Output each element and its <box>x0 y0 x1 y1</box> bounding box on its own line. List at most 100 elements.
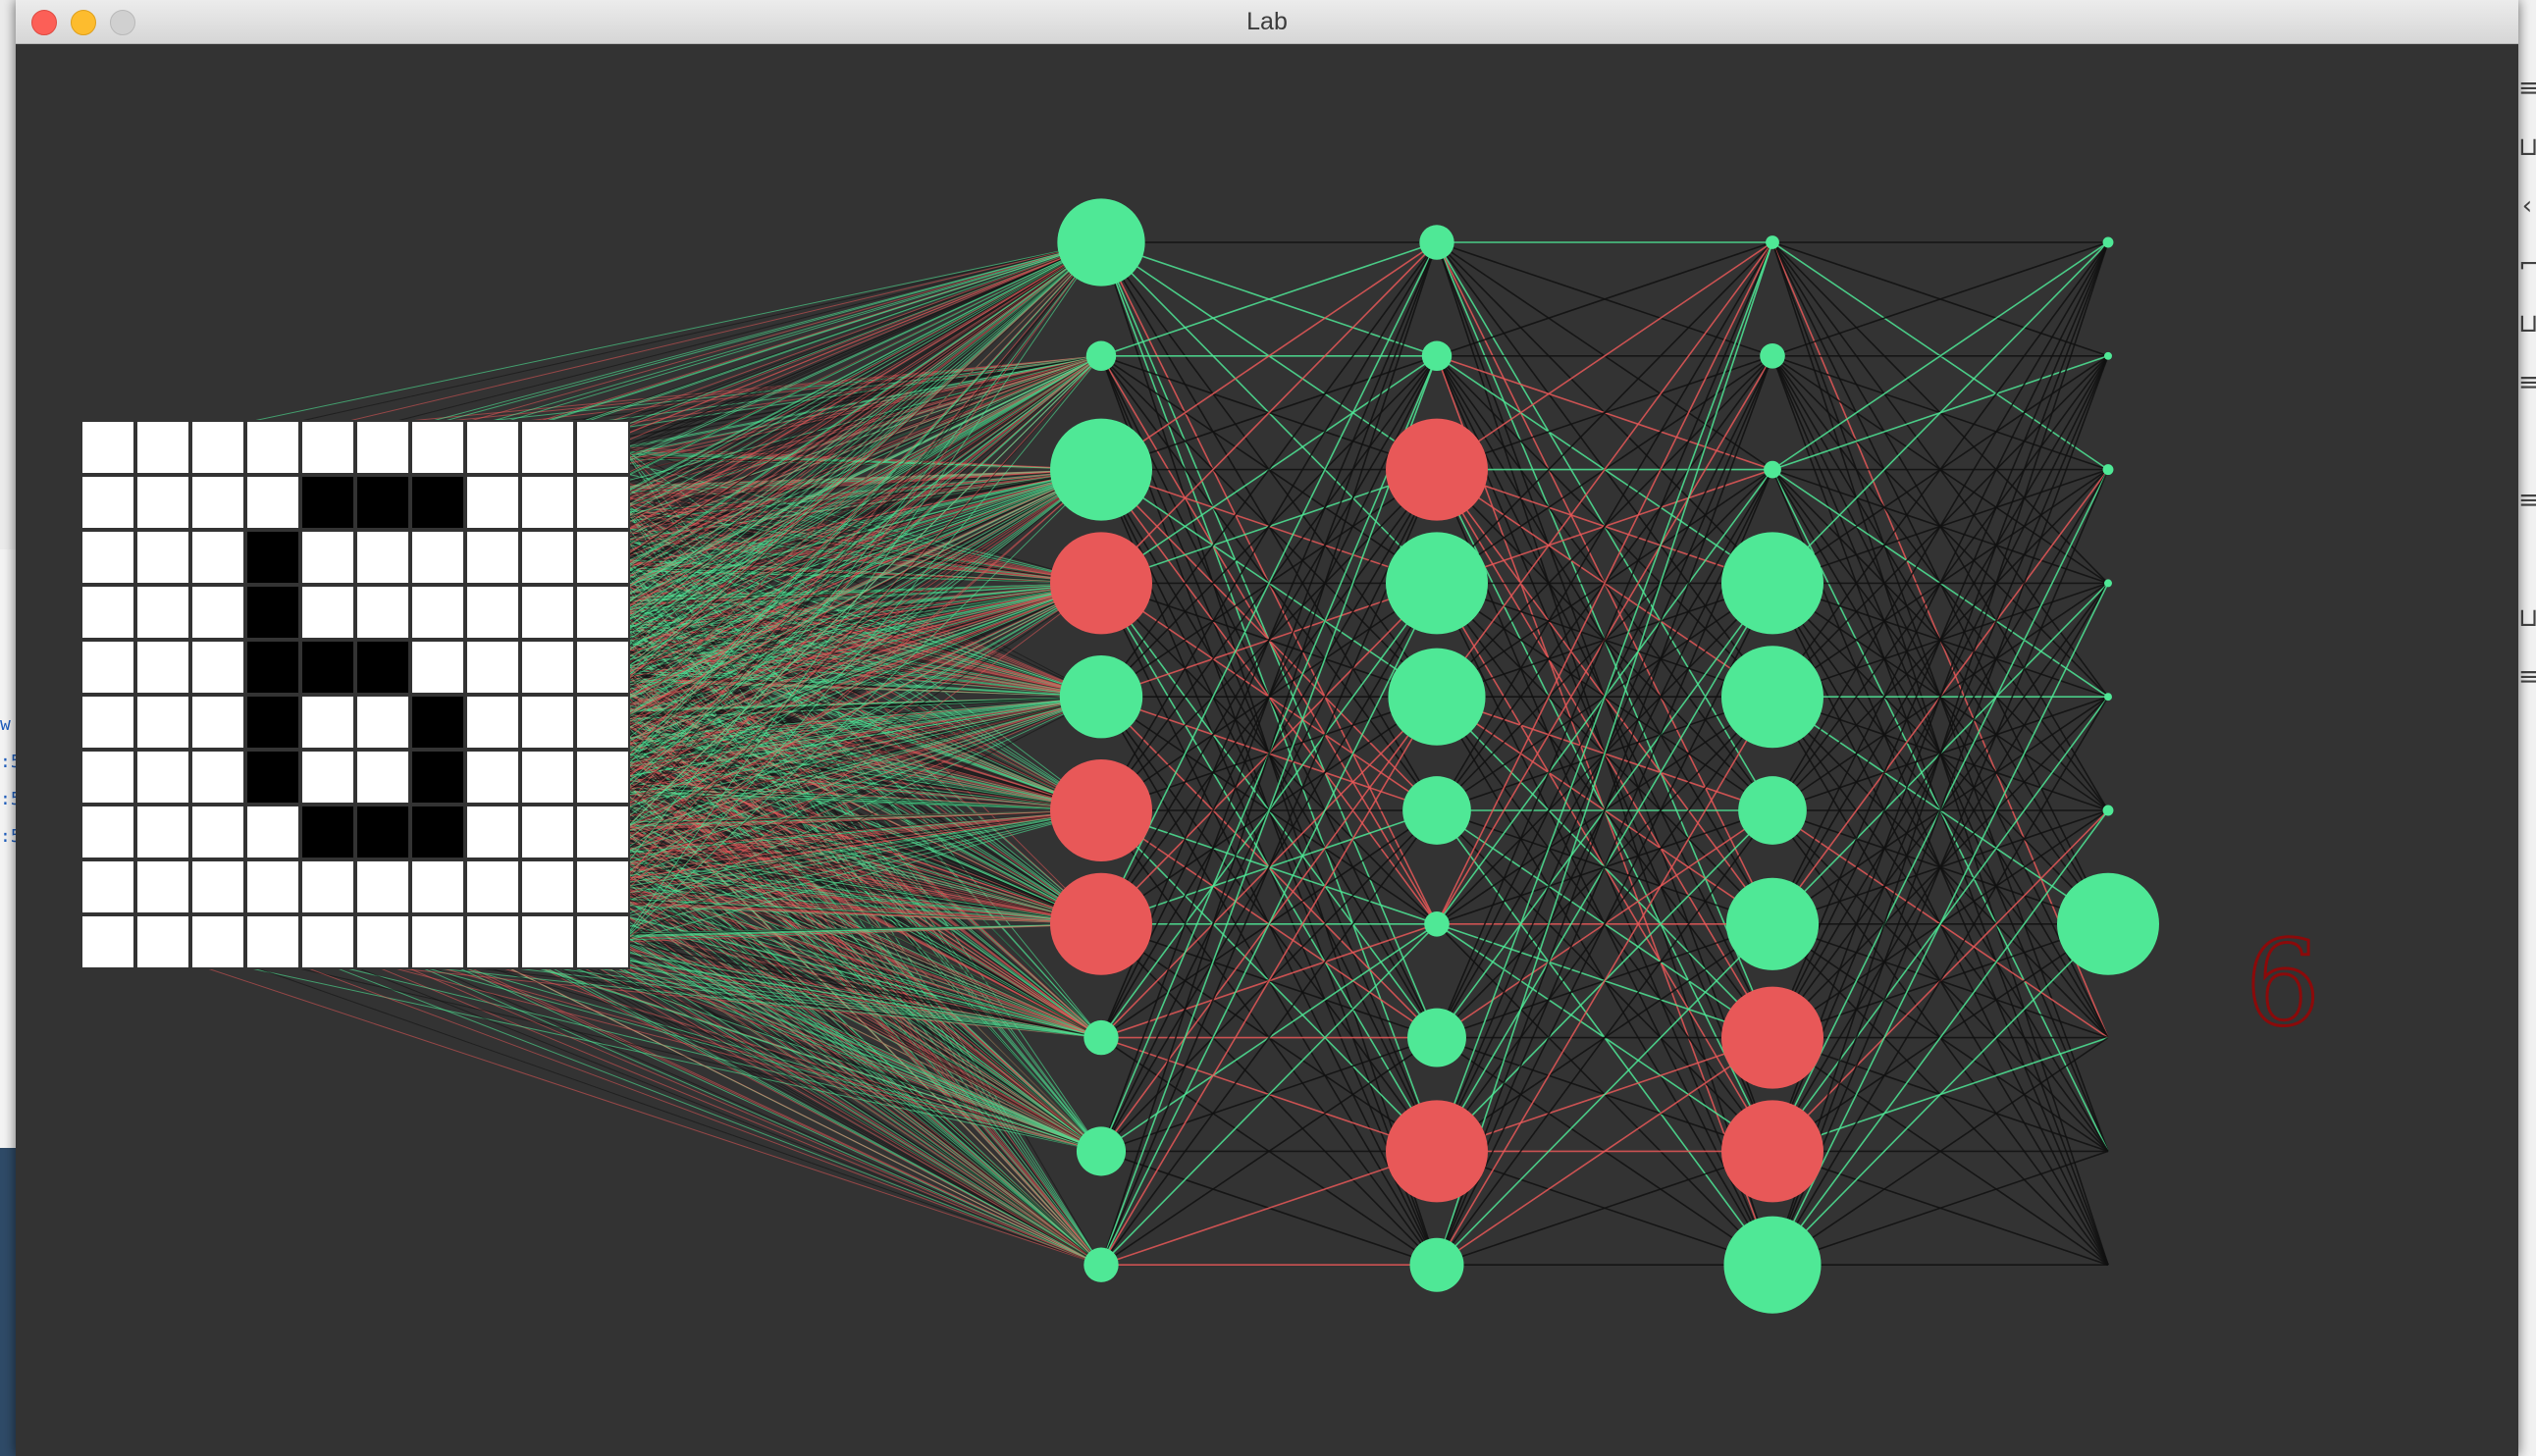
input-pixel-off[interactable] <box>137 916 188 967</box>
input-pixel-off[interactable] <box>467 587 518 638</box>
input-pixel-off[interactable] <box>192 532 243 583</box>
input-pixel-off[interactable] <box>137 752 188 803</box>
input-pixel-off[interactable] <box>412 642 463 693</box>
input-pixel-off[interactable] <box>412 861 463 912</box>
title-bar[interactable]: Lab <box>16 0 2518 44</box>
input-pixel-on[interactable] <box>357 806 408 858</box>
input-pixel-off[interactable] <box>192 422 243 473</box>
input-pixel-off[interactable] <box>467 477 518 528</box>
input-pixel-off[interactable] <box>522 916 573 967</box>
input-pixel-off[interactable] <box>357 422 408 473</box>
input-pixel-on[interactable] <box>412 806 463 858</box>
input-pixel-off[interactable] <box>412 422 463 473</box>
input-pixel-off[interactable] <box>577 752 628 803</box>
input-pixel-off[interactable] <box>82 587 133 638</box>
input-pixel-off[interactable] <box>137 642 188 693</box>
input-pixel-off[interactable] <box>137 587 188 638</box>
input-pixel-on[interactable] <box>357 642 408 693</box>
input-pixel-off[interactable] <box>192 861 243 912</box>
input-pixel-off[interactable] <box>192 916 243 967</box>
input-pixel-off[interactable] <box>467 861 518 912</box>
input-pixel-off[interactable] <box>137 422 188 473</box>
input-pixel-off[interactable] <box>302 587 353 638</box>
input-pixel-on[interactable] <box>412 697 463 748</box>
input-pixel-on[interactable] <box>247 532 298 583</box>
input-pixel-off[interactable] <box>522 532 573 583</box>
input-pixel-off[interactable] <box>357 587 408 638</box>
input-pixel-off[interactable] <box>247 422 298 473</box>
input-pixel-off[interactable] <box>302 916 353 967</box>
input-pixel-off[interactable] <box>247 861 298 912</box>
input-pixel-off[interactable] <box>522 422 573 473</box>
input-pixel-on[interactable] <box>247 587 298 638</box>
input-pixel-off[interactable] <box>522 806 573 858</box>
input-pixel-off[interactable] <box>357 752 408 803</box>
input-pixel-off[interactable] <box>302 532 353 583</box>
input-pixel-on[interactable] <box>247 642 298 693</box>
input-pixel-on[interactable] <box>412 477 463 528</box>
input-pixel-off[interactable] <box>82 422 133 473</box>
input-pixel-off[interactable] <box>192 752 243 803</box>
input-pixel-off[interactable] <box>82 916 133 967</box>
input-pixel-off[interactable] <box>192 697 243 748</box>
input-pixel-off[interactable] <box>82 806 133 858</box>
input-pixel-off[interactable] <box>577 587 628 638</box>
input-pixel-off[interactable] <box>357 532 408 583</box>
input-pixel-off[interactable] <box>192 642 243 693</box>
input-pixel-on[interactable] <box>247 752 298 803</box>
input-pixel-off[interactable] <box>577 861 628 912</box>
input-pixel-off[interactable] <box>192 806 243 858</box>
input-pixel-off[interactable] <box>467 752 518 803</box>
input-pixel-off[interactable] <box>82 532 133 583</box>
input-pixel-off[interactable] <box>467 916 518 967</box>
input-pixel-off[interactable] <box>412 587 463 638</box>
input-pixel-off[interactable] <box>137 477 188 528</box>
input-pixel-off[interactable] <box>467 806 518 858</box>
input-pixel-off[interactable] <box>522 752 573 803</box>
input-pixel-off[interactable] <box>247 806 298 858</box>
minimize-button[interactable] <box>71 10 96 35</box>
input-pixel-off[interactable] <box>137 861 188 912</box>
input-pixel-off[interactable] <box>357 861 408 912</box>
input-pixel-off[interactable] <box>82 697 133 748</box>
input-pixel-off[interactable] <box>577 697 628 748</box>
input-pixel-off[interactable] <box>137 806 188 858</box>
input-pixel-off[interactable] <box>247 477 298 528</box>
input-pixel-off[interactable] <box>247 916 298 967</box>
input-pixel-off[interactable] <box>467 697 518 748</box>
input-pixel-off[interactable] <box>412 916 463 967</box>
input-pixel-off[interactable] <box>357 916 408 967</box>
input-pixel-off[interactable] <box>82 752 133 803</box>
input-pixel-off[interactable] <box>467 642 518 693</box>
input-pixel-off[interactable] <box>82 477 133 528</box>
close-button[interactable] <box>31 10 57 35</box>
input-pixel-off[interactable] <box>82 861 133 912</box>
input-pixel-off[interactable] <box>577 477 628 528</box>
input-pixel-off[interactable] <box>302 752 353 803</box>
input-pixel-off[interactable] <box>522 587 573 638</box>
input-pixel-off[interactable] <box>357 697 408 748</box>
input-pixel-off[interactable] <box>522 861 573 912</box>
input-pixel-off[interactable] <box>302 697 353 748</box>
input-pixel-off[interactable] <box>577 422 628 473</box>
input-pixel-off[interactable] <box>577 916 628 967</box>
input-grid[interactable] <box>80 420 630 969</box>
input-pixel-off[interactable] <box>467 422 518 473</box>
input-pixel-on[interactable] <box>302 806 353 858</box>
input-pixel-off[interactable] <box>302 422 353 473</box>
input-pixel-off[interactable] <box>137 532 188 583</box>
input-pixel-off[interactable] <box>192 587 243 638</box>
input-pixel-off[interactable] <box>577 532 628 583</box>
zoom-button[interactable] <box>110 10 135 35</box>
input-pixel-off[interactable] <box>522 642 573 693</box>
input-pixel-off[interactable] <box>577 806 628 858</box>
input-pixel-on[interactable] <box>247 697 298 748</box>
input-pixel-on[interactable] <box>357 477 408 528</box>
input-pixel-off[interactable] <box>522 477 573 528</box>
input-pixel-off[interactable] <box>577 642 628 693</box>
input-pixel-off[interactable] <box>522 697 573 748</box>
input-pixel-off[interactable] <box>82 642 133 693</box>
input-pixel-off[interactable] <box>302 861 353 912</box>
input-pixel-on[interactable] <box>412 752 463 803</box>
input-pixel-off[interactable] <box>467 532 518 583</box>
